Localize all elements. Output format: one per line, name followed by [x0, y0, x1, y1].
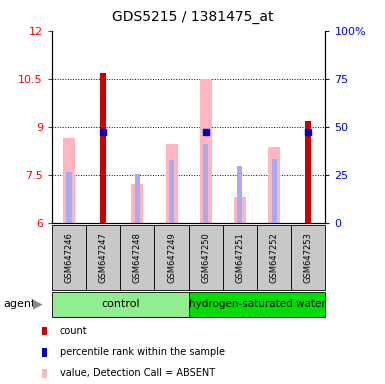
Bar [63, 138, 75, 223]
Bar [52, 292, 189, 317]
Text: agent: agent [4, 299, 36, 310]
Text: GSM647246: GSM647246 [65, 232, 74, 283]
Bar [203, 144, 208, 223]
Bar [237, 166, 243, 223]
Text: percentile rank within the sample: percentile rank within the sample [60, 347, 225, 358]
Text: GDS5215 / 1381475_at: GDS5215 / 1381475_at [112, 10, 273, 23]
Text: value, Detection Call = ABSENT: value, Detection Call = ABSENT [60, 368, 215, 379]
Text: hydrogen-saturated water: hydrogen-saturated water [189, 299, 325, 310]
Bar [131, 184, 143, 223]
Text: GSM647252: GSM647252 [270, 232, 279, 283]
Bar [268, 147, 280, 223]
Text: count: count [60, 326, 87, 336]
Bar [86, 225, 120, 290]
Bar [135, 174, 140, 223]
Bar [257, 225, 291, 290]
Text: GSM647249: GSM647249 [167, 232, 176, 283]
Bar [154, 225, 189, 290]
Bar [291, 225, 325, 290]
Bar [234, 197, 246, 223]
Bar [200, 79, 212, 223]
Text: ▶: ▶ [33, 298, 42, 311]
Text: GSM647251: GSM647251 [235, 232, 244, 283]
Bar [166, 144, 177, 223]
Text: GSM647253: GSM647253 [304, 232, 313, 283]
Bar [100, 73, 106, 223]
Bar [189, 225, 223, 290]
Bar [271, 159, 277, 223]
Text: GSM647248: GSM647248 [133, 232, 142, 283]
Bar [52, 225, 86, 290]
Bar [169, 160, 174, 223]
Bar [305, 121, 311, 223]
Bar [223, 225, 257, 290]
Bar [189, 292, 325, 317]
Text: control: control [101, 299, 140, 310]
Text: GSM647247: GSM647247 [99, 232, 108, 283]
Bar [120, 225, 154, 290]
Bar [67, 172, 72, 223]
Text: GSM647250: GSM647250 [201, 232, 210, 283]
